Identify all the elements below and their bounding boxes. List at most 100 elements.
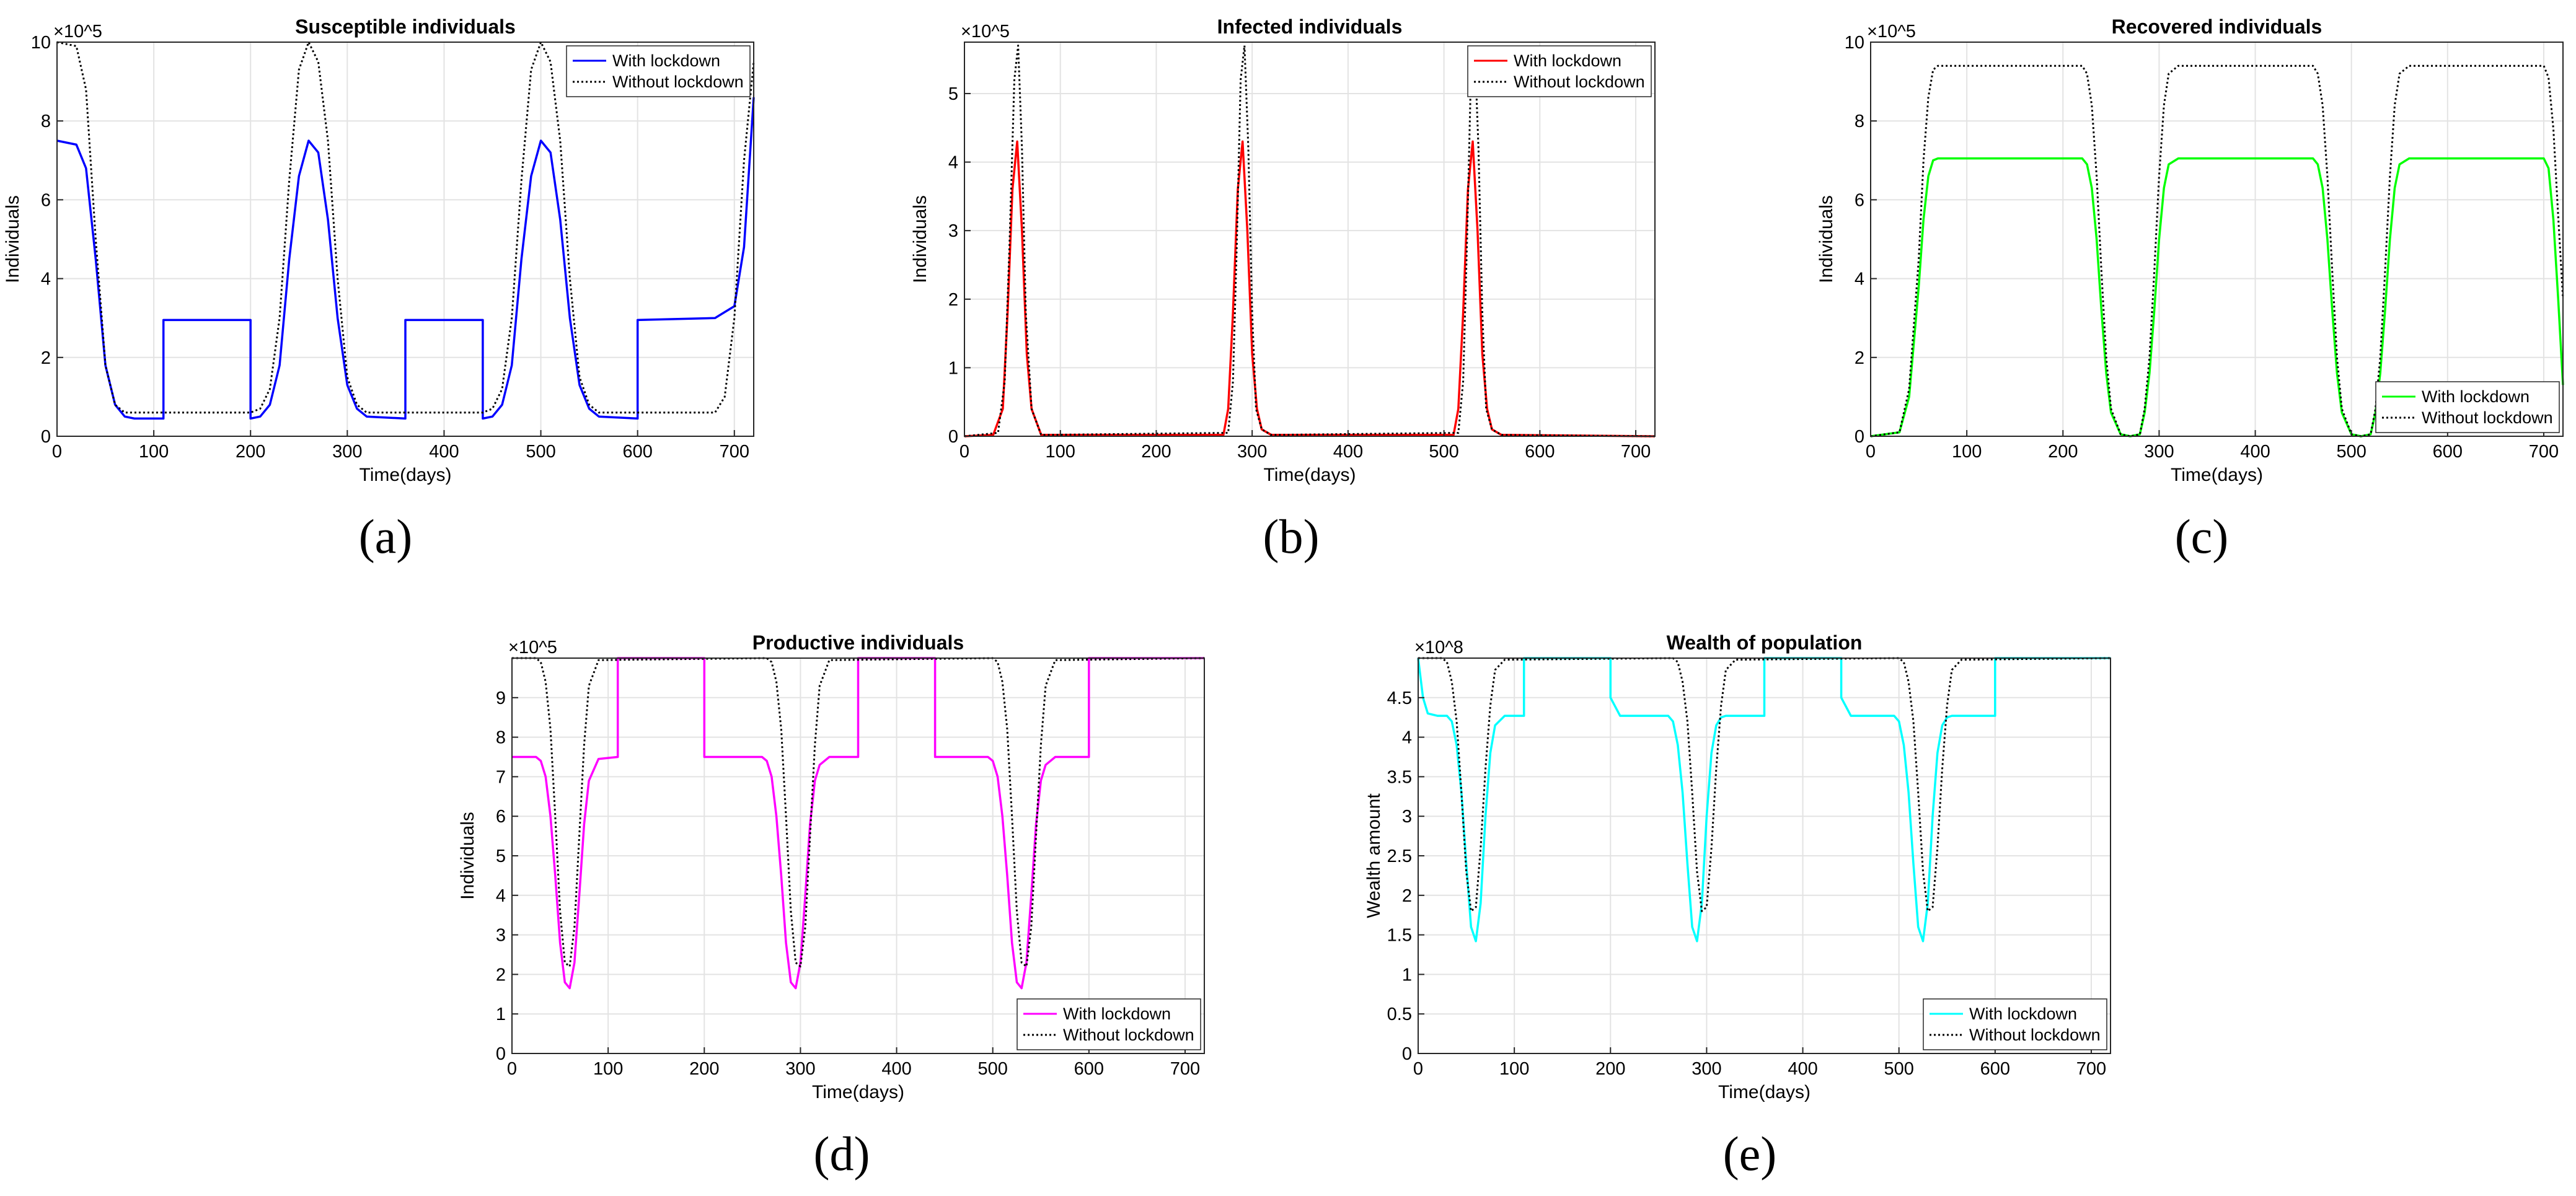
y-axis-label: Individuals <box>1816 195 1837 283</box>
series-line-with-lockdown <box>1417 657 2111 943</box>
chart-title: Recovered individuals <box>2112 15 2322 38</box>
y-tick-label: 4.5 <box>1387 688 1412 708</box>
x-tick-label: 100 <box>1046 442 1075 462</box>
legend-label: Without lockdown <box>1514 73 1645 91</box>
x-tick-label: 400 <box>429 442 459 462</box>
y-tick-label: 1 <box>948 358 958 378</box>
legend: With lockdown Without lockdown <box>1923 998 2107 1050</box>
y-tick-label: 4 <box>41 270 51 289</box>
y-tick-label: 3 <box>948 221 958 241</box>
axes-box <box>56 42 754 437</box>
y-tick-label: 0 <box>948 427 958 447</box>
axis-exponent: ×10^5 <box>508 638 557 657</box>
y-tick-label: 2 <box>948 290 958 310</box>
panel-caption: (b) <box>1263 509 1320 563</box>
legend-box <box>2375 381 2560 433</box>
x-tick-label: 100 <box>1952 442 1982 462</box>
legend: With lockdown Without lockdown <box>2375 381 2560 433</box>
legend-label: With lockdown <box>2422 387 2530 406</box>
panel-b: 0 100 200 300 400 500 600 700 0 1 2 3 4 5 ×10^5 Infecte… <box>910 15 1656 563</box>
x-tick-label: 500 <box>977 1059 1007 1079</box>
x-axis-label: Time(days) <box>359 465 452 485</box>
legend-label: Without lockdown <box>1063 1026 1194 1044</box>
x-tick-label: 600 <box>622 442 652 462</box>
y-tick-label: 1.5 <box>1387 926 1412 946</box>
y-tick-label: 0 <box>496 1044 506 1064</box>
x-tick-label: 0 <box>1866 442 1876 462</box>
axis-exponent: ×10^5 <box>53 22 102 42</box>
legend-box <box>1923 998 2107 1050</box>
x-tick-label: 0 <box>52 442 62 462</box>
panel-caption: (d) <box>814 1127 870 1181</box>
legend-label: With lockdown <box>1969 1005 2077 1023</box>
x-tick-label: 500 <box>2336 442 2366 462</box>
y-axis-label: Individuals <box>2 195 23 283</box>
x-tick-label: 700 <box>1170 1059 1200 1079</box>
y-tick-label: 4 <box>1402 728 1412 748</box>
x-tick-label: 200 <box>1595 1059 1625 1079</box>
chart-title: Wealth of population <box>1667 631 1863 654</box>
panel-d: 0 100 200 300 400 500 600 700 0 1 2 3 4 5 6 7 8 9 ×10^5 Pro… <box>457 631 1205 1181</box>
y-tick-label: 0 <box>1402 1044 1412 1064</box>
y-tick-label: 2 <box>41 348 51 368</box>
chart-title: Susceptible individuals <box>295 15 516 38</box>
plot-area <box>1871 42 2563 436</box>
axis-exponent: ×10^8 <box>1414 638 1463 657</box>
x-axis-label: Time(days) <box>812 1082 904 1102</box>
axes-box <box>964 42 1656 437</box>
y-tick-label: 2 <box>1855 348 1864 368</box>
x-tick-label: 600 <box>1980 1059 2010 1079</box>
y-tick-label: 6 <box>496 807 506 827</box>
series-line-without-lockdown <box>1870 64 2564 438</box>
x-tick-label: 100 <box>139 442 169 462</box>
y-tick-label: 1 <box>496 1005 506 1024</box>
y-tick-label: 9 <box>496 688 506 708</box>
y-tick-label: 1 <box>1402 965 1412 985</box>
y-tick-label: 10 <box>1845 33 1864 53</box>
y-tick-label: 5 <box>948 84 958 104</box>
x-tick-label: 300 <box>1692 1059 1721 1079</box>
x-tick-label: 600 <box>1525 442 1555 462</box>
legend-label: Without lockdown <box>2422 408 2553 427</box>
y-tick-label: 0 <box>41 427 51 447</box>
x-tick-label: 0 <box>1413 1059 1423 1079</box>
y-axis-label: Wealth amount <box>1364 793 1384 918</box>
x-tick-label: 700 <box>2529 442 2559 462</box>
x-tick-label: 500 <box>526 442 555 462</box>
x-tick-label: 600 <box>1074 1059 1104 1079</box>
panel-c: 0 100 200 300 400 500 600 700 0 2 4 6 8 10×10^5 Recove… <box>1816 15 2564 563</box>
x-tick-label: 200 <box>236 442 265 462</box>
y-tick-label: 10 <box>31 33 51 53</box>
x-tick-label: 500 <box>1429 442 1458 462</box>
y-tick-label: 3 <box>1402 807 1412 827</box>
y-tick-label: 3 <box>496 926 506 946</box>
x-tick-label: 300 <box>1237 442 1267 462</box>
chart-title: Productive individuals <box>752 631 964 654</box>
y-tick-label: 0.5 <box>1387 1005 1412 1024</box>
y-tick-label: 0 <box>1855 427 1864 447</box>
legend-label: With lockdown <box>612 51 720 70</box>
legend: With lockdown Without lockdown <box>1017 998 1201 1050</box>
legend-label: Without lockdown <box>1969 1026 2101 1044</box>
panel-caption: (a) <box>359 509 413 563</box>
x-tick-label: 0 <box>507 1059 517 1079</box>
x-tick-label: 0 <box>959 442 969 462</box>
y-tick-label: 8 <box>41 112 51 131</box>
y-tick-label: 4 <box>1855 270 1864 289</box>
y-tick-label: 2.5 <box>1387 846 1412 866</box>
y-tick-label: 3.5 <box>1387 767 1412 787</box>
y-tick-label: 5 <box>496 846 506 866</box>
series-line-with-lockdown <box>56 97 755 420</box>
legend: With lockdown Without lockdown <box>566 45 751 97</box>
x-tick-label: 100 <box>1499 1059 1529 1079</box>
x-tick-label: 400 <box>1333 442 1363 462</box>
x-axis-label: Time(days) <box>2171 465 2263 485</box>
x-tick-label: 700 <box>1621 442 1651 462</box>
y-tick-label: 4 <box>496 886 506 906</box>
panel-caption: (e) <box>1723 1127 1777 1181</box>
legend-box <box>1017 998 1201 1050</box>
series-line-without-lockdown <box>56 41 755 414</box>
y-tick-label: 6 <box>1855 190 1864 210</box>
legend: With lockdown Without lockdown <box>1467 45 1652 97</box>
x-axis-label: Time(days) <box>1264 465 1356 485</box>
